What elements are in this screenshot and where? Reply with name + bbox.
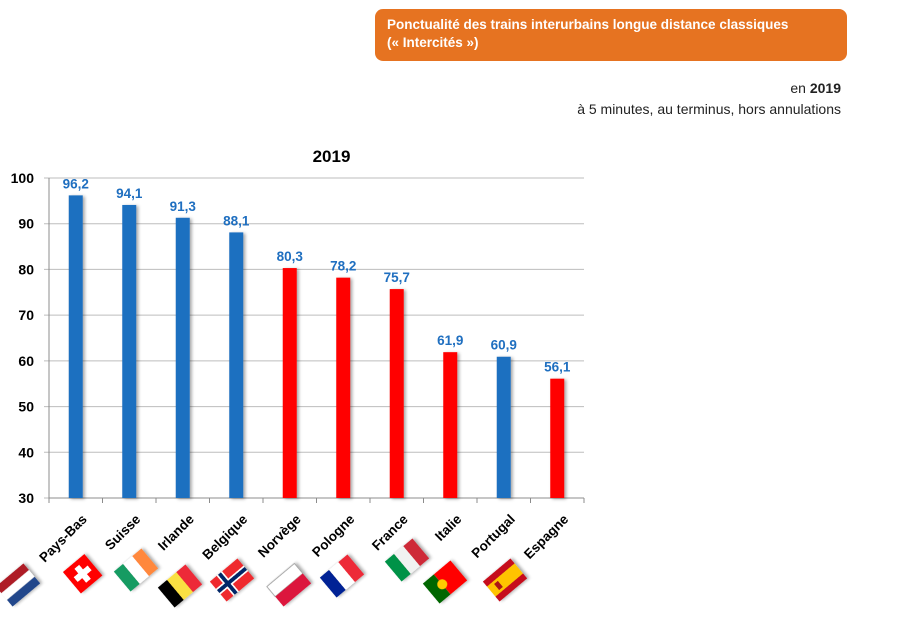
value-label: 61,9 <box>437 333 463 348</box>
category-label: Belgique <box>199 511 250 562</box>
value-label: 91,3 <box>170 199 197 214</box>
y-tick-label: 100 <box>11 170 35 186</box>
value-label: 60,9 <box>491 338 517 353</box>
category-label: Italie <box>432 511 465 544</box>
title-line-1: Ponctualité des trains interurbains long… <box>387 17 789 32</box>
value-label: 75,7 <box>384 270 410 285</box>
y-tick-label: 60 <box>18 353 34 369</box>
bar-italie <box>443 352 458 498</box>
value-label: 94,1 <box>116 186 143 201</box>
category-label: Espagne <box>521 511 572 562</box>
bar-norvège <box>282 268 297 498</box>
bar-suisse <box>122 204 137 498</box>
period-year: 2019 <box>809 80 841 96</box>
chart-title: 2019 <box>313 147 351 166</box>
y-tick-label: 70 <box>18 307 34 323</box>
category-label: Portugal <box>469 512 518 561</box>
period-prefix: en <box>790 80 806 96</box>
value-label: 80,3 <box>277 249 304 264</box>
bar-pologne <box>336 277 351 498</box>
bar-belgique <box>229 232 244 498</box>
y-tick-label: 80 <box>18 261 34 277</box>
bar-espagne <box>550 378 565 498</box>
category-label: Pologne <box>309 511 358 560</box>
belgium-flag <box>157 564 203 608</box>
title-line-2: (« Intercités ») <box>387 35 479 50</box>
bar-irlande <box>175 217 190 498</box>
category-label: Norvège <box>255 511 304 560</box>
y-tick-label: 30 <box>18 490 34 506</box>
netherlands-flag <box>0 563 41 607</box>
value-label: 78,2 <box>330 259 356 274</box>
value-label: 88,1 <box>223 213 250 228</box>
value-label: 56,1 <box>544 360 571 375</box>
criteria-label: à 5 minutes, au terminus, hors annulatio… <box>577 101 841 117</box>
category-label: Suisse <box>102 511 144 553</box>
norway-flag <box>209 558 255 602</box>
bar-france <box>389 289 404 498</box>
bar-portugal <box>496 356 511 498</box>
category-label: Irlande <box>155 511 197 553</box>
period-label: en 2019 <box>790 80 841 96</box>
poland-flag <box>266 562 312 607</box>
france-flag <box>319 554 365 598</box>
bar-pays-bas <box>68 195 83 498</box>
y-tick-label: 40 <box>18 444 34 460</box>
switzerland-flag <box>62 554 103 594</box>
y-tick-label: 50 <box>18 399 34 415</box>
italy-flag <box>384 538 430 582</box>
title-banner: Ponctualité des trains interurbains long… <box>375 9 847 61</box>
ireland-flag <box>113 548 159 592</box>
y-tick-label: 90 <box>18 216 34 232</box>
spain-flag <box>482 558 528 602</box>
portugal-flag <box>422 560 468 604</box>
value-label: 96,2 <box>63 176 89 191</box>
